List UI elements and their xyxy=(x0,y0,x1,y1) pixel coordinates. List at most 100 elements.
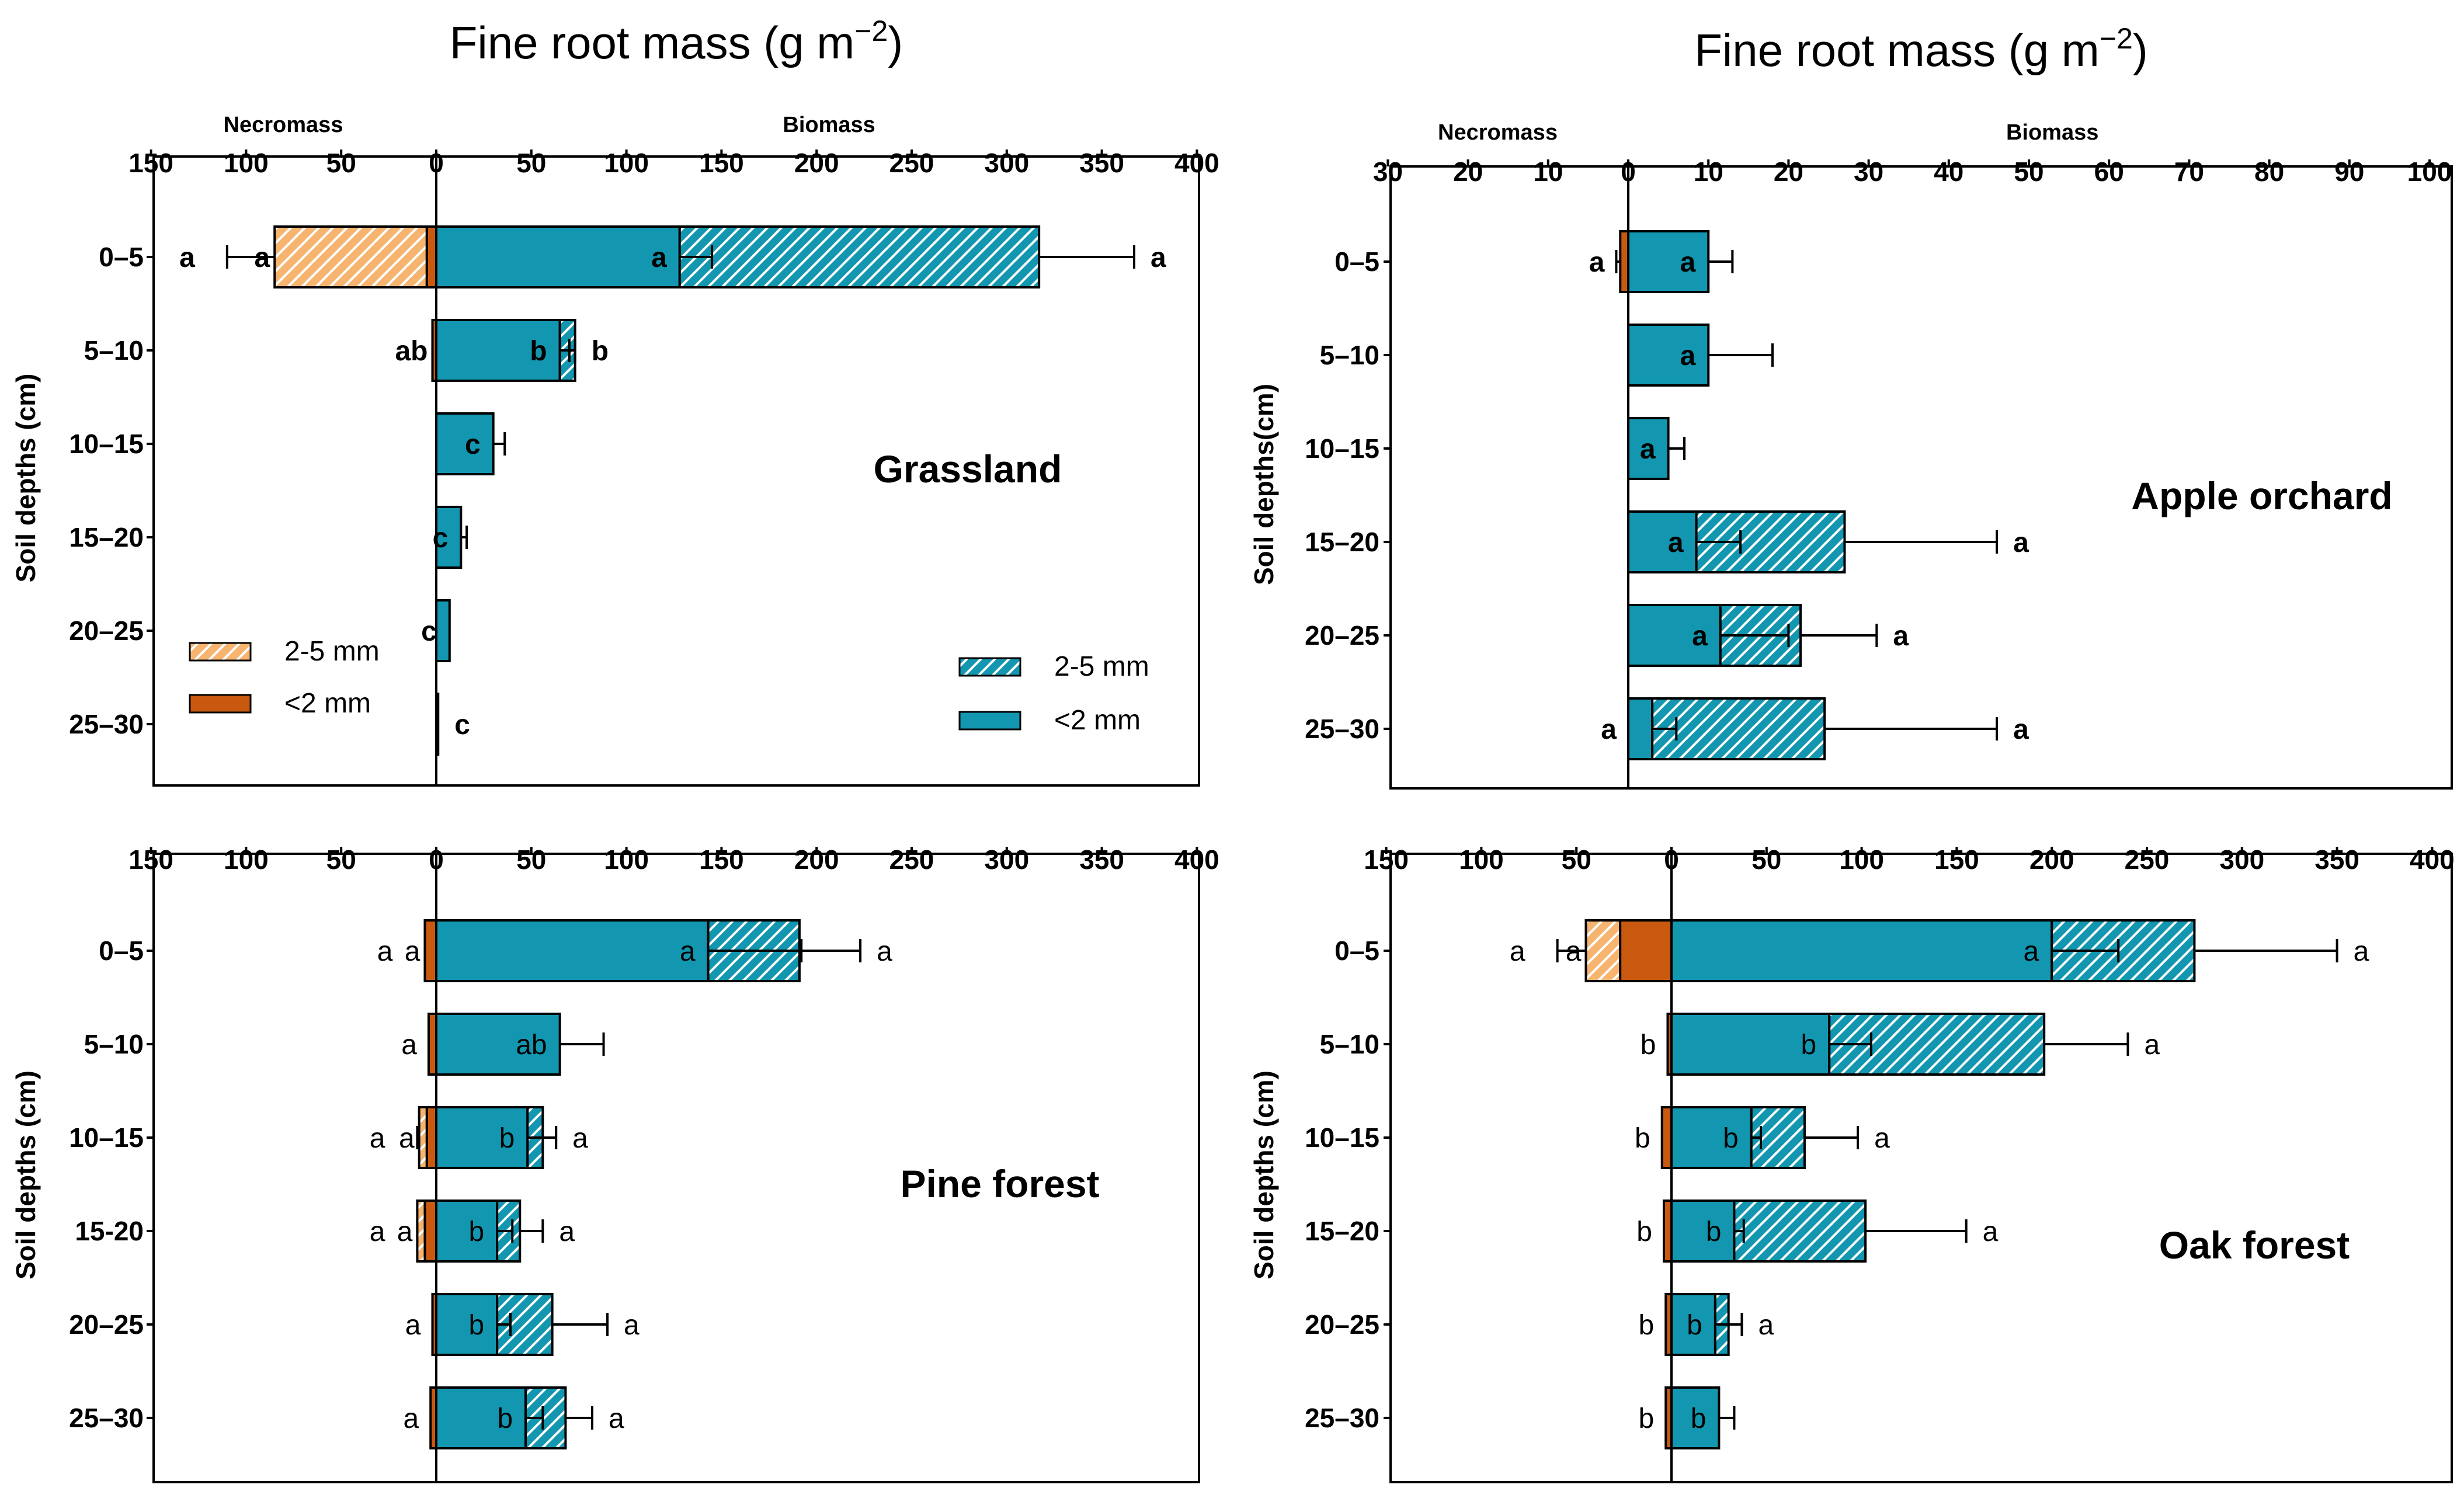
x-tick-label: 200 xyxy=(794,148,839,178)
bar-necromass-fine xyxy=(1660,1106,1673,1169)
x-tick-label: 150 xyxy=(128,844,173,875)
x-tick-label: 90 xyxy=(2334,157,2364,187)
significance-letter: c xyxy=(421,616,437,647)
y-tick-label: 20–25 xyxy=(1305,620,1379,651)
x-tick-label: 300 xyxy=(984,844,1029,875)
bar-biomass-fine xyxy=(435,693,440,756)
x-tick-label: 50 xyxy=(326,148,356,178)
bar-necromass-fine xyxy=(1666,1013,1673,1076)
plot-frame xyxy=(152,853,1200,1483)
bar-necromass-coarse xyxy=(418,1106,428,1169)
significance-letter: a xyxy=(404,1403,419,1434)
x-tick-label: 10 xyxy=(1533,157,1563,187)
significance-letter: a xyxy=(559,1216,575,1247)
x-tick-label: 250 xyxy=(889,148,934,178)
x-tick-label: 40 xyxy=(1934,157,1963,187)
bar-necromass-fine xyxy=(1664,1386,1673,1449)
significance-letter: a xyxy=(370,1216,385,1247)
title-main: Fine root mass (g m xyxy=(1694,25,2100,76)
bar-biomass-fine xyxy=(1670,919,2053,982)
significance-letter: a xyxy=(680,936,696,967)
significance-letter: ab xyxy=(516,1030,547,1061)
significance-letter: b xyxy=(592,336,609,367)
bar-necromass-fine xyxy=(425,225,437,288)
y-tick-label: 10–15 xyxy=(69,429,144,459)
y-axis-label: Soil depths (cm) xyxy=(11,374,41,583)
x-tick-label: 10 xyxy=(1694,157,1723,187)
x-tick-label: 250 xyxy=(2125,844,2170,875)
bar-biomass-fine xyxy=(1627,417,1670,480)
y-tick-label: 5–10 xyxy=(1320,1029,1379,1059)
x-tick-label: 30 xyxy=(1854,157,1883,187)
bar-necromass-fine xyxy=(1662,1200,1673,1263)
x-tick-label: 150 xyxy=(128,148,173,178)
x-tick-label: 250 xyxy=(889,844,934,875)
x-tick-label: 150 xyxy=(1364,844,1409,875)
significance-letter: b xyxy=(468,1310,484,1341)
significance-letter: a xyxy=(2023,936,2039,967)
significance-letter: b xyxy=(1641,1030,1656,1061)
significance-letter: a xyxy=(405,936,420,967)
x-tick-label: 200 xyxy=(794,844,839,875)
significance-letter: b xyxy=(1723,1123,1739,1154)
x-tick-label: 400 xyxy=(2410,844,2455,875)
significance-letter: a xyxy=(1692,621,1708,652)
significance-letter: a xyxy=(1874,1123,1890,1154)
y-tick-label: 5–10 xyxy=(1320,340,1379,370)
x-tick-label: 150 xyxy=(1934,844,1979,875)
x-tick-label: 100 xyxy=(1459,844,1504,875)
legend-swatch-necromass-fine xyxy=(189,694,252,714)
panel-label: Oak forest xyxy=(2159,1223,2350,1267)
x-tick-label: 150 xyxy=(699,844,744,875)
y-tick-label: 15–20 xyxy=(1305,1216,1379,1246)
bar-biomass-fine xyxy=(1670,1013,1831,1076)
significance-letter: b xyxy=(1691,1403,1707,1434)
significance-letter: c xyxy=(454,710,470,740)
x-tick-label: 70 xyxy=(2174,157,2204,187)
y-tick-label: 25–30 xyxy=(1305,1403,1379,1433)
significance-letter: a xyxy=(572,1123,588,1154)
significance-letter: a xyxy=(399,1123,415,1154)
x-tick-label: 50 xyxy=(1751,844,1781,875)
significance-letter: b xyxy=(1636,1216,1652,1247)
x-tick-label: 100 xyxy=(1839,844,1884,875)
bar-necromass-fine xyxy=(425,1106,437,1169)
y-tick-label: 20–25 xyxy=(69,1309,144,1340)
y-tick-label: 20–25 xyxy=(1305,1309,1379,1340)
x-tick-label: 100 xyxy=(604,148,649,178)
bar-biomass-fine xyxy=(1670,1106,1753,1169)
y-tick-label: 0–5 xyxy=(1334,246,1379,277)
significance-letter: a xyxy=(1893,621,1909,652)
bar-biomass-fine xyxy=(435,506,463,569)
bar-biomass-fine xyxy=(435,599,451,662)
significance-letter: b xyxy=(530,336,547,367)
y-axis-label: Soil depths (cm) xyxy=(1249,1070,1279,1280)
y-axis-label: Soil depths(cm) xyxy=(1249,384,1279,585)
panel-apple-orchard: Fine root mass (g m−2) Necromass Biomass 30… xyxy=(1249,22,2453,790)
x-tick-label: 200 xyxy=(2029,844,2074,875)
bar-necromass-fine xyxy=(427,1013,438,1076)
x-tick-label: 50 xyxy=(326,844,356,875)
bar-biomass-fine xyxy=(435,225,681,288)
bar-necromass-coarse xyxy=(273,225,428,288)
y-tick-label: 10–15 xyxy=(1305,433,1379,464)
y-tick-label: 0–5 xyxy=(1334,936,1379,966)
x-tick-label: 50 xyxy=(1562,844,1591,875)
significance-letter: a xyxy=(1640,434,1656,465)
x-tick-label: 60 xyxy=(2094,157,2124,187)
title-close: ) xyxy=(2133,25,2148,76)
significance-letter: c xyxy=(465,429,481,460)
y-tick-label: 0–5 xyxy=(99,242,144,272)
y-tick-label: 15–20 xyxy=(69,522,144,552)
significance-letter: a xyxy=(1510,936,1525,967)
significance-letter: ab xyxy=(395,336,428,367)
necromass-label: Necromass xyxy=(224,113,343,137)
y-tick-label: 15–20 xyxy=(1305,527,1379,557)
biomass-label: Biomass xyxy=(783,113,875,137)
title-close: ) xyxy=(888,17,903,68)
y-tick-label: 20–25 xyxy=(69,616,144,646)
significance-letter: b xyxy=(499,1123,515,1154)
bar-biomass-fine xyxy=(1670,1200,1736,1263)
significance-letter: a xyxy=(1151,242,1166,273)
y-tick-label: 25–30 xyxy=(69,1403,144,1433)
